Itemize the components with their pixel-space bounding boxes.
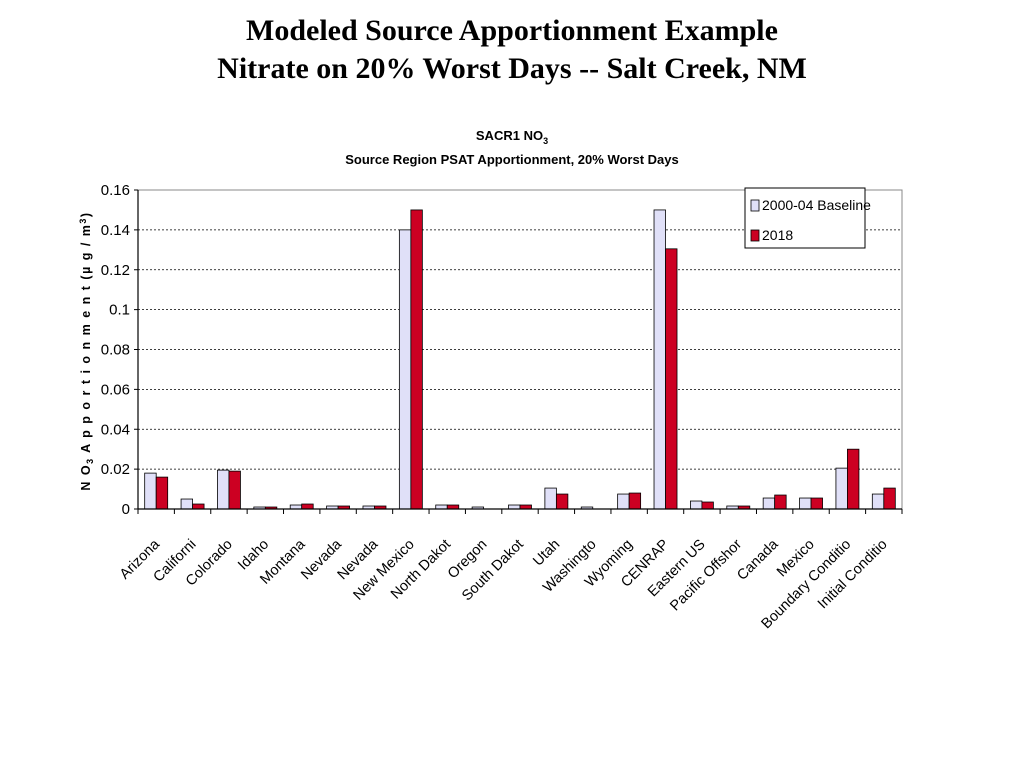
bar-2018 (555, 493, 569, 510)
y-axis-label: N O3 A p p o r t i o n m e n t (µ g / m3… (78, 211, 95, 490)
bar-baseline (871, 493, 885, 510)
bar-2018 (410, 209, 423, 510)
chart-title: SACR1 NO3 (476, 128, 548, 146)
bar-2018 (192, 503, 205, 510)
legend-swatch-baseline (750, 199, 760, 212)
bar-baseline (835, 467, 848, 510)
y-tick-label: 0.12 (101, 262, 130, 279)
bar-baseline (144, 472, 157, 510)
y-tick-label: 0.1 (109, 302, 130, 319)
legend-swatch-2018 (750, 229, 760, 242)
bars (144, 209, 896, 510)
bar-2018 (155, 476, 169, 510)
slide-title-line-1: Modeled Source Apportionment Example (246, 14, 778, 47)
bar-2018 (883, 487, 896, 510)
y-tick-labels: 0 0.02 0.04 0.06 0.08 0.1 0.12 0.14 0.16 (101, 182, 138, 518)
slide-title: Modeled Source Apportionment Example Nit… (0, 12, 1024, 88)
bar-baseline (799, 497, 812, 510)
y-tick-label: 0.16 (101, 182, 130, 199)
slide-title-line-2: Nitrate on 20% Worst Days -- Salt Creek,… (217, 52, 807, 85)
x-category-label: Canada (734, 536, 782, 584)
bar-2018 (701, 501, 714, 510)
y-tick-label: 0.06 (101, 381, 130, 398)
bar-2018 (665, 248, 678, 510)
bar-2018 (847, 448, 860, 510)
bar-baseline (653, 209, 666, 510)
legend-label-2018: 2018 (762, 227, 793, 243)
y-tick-label: 0.14 (101, 222, 130, 239)
y-tick-label: 0.02 (101, 461, 130, 478)
legend-label-baseline: 2000-04 Baseline (762, 197, 871, 213)
bar-2018 (228, 470, 241, 510)
y-tick-label: 0.04 (101, 421, 130, 438)
bar-baseline (617, 493, 630, 510)
y-tick-label: 0.08 (101, 342, 130, 359)
bar-baseline (690, 500, 703, 510)
bar-2018 (774, 494, 787, 510)
chart-subtitle: Source Region PSAT Apportionment, 20% Wo… (345, 152, 678, 167)
bar-2018 (301, 503, 314, 510)
y-tick-label: 0 (122, 501, 130, 518)
bar-baseline (398, 229, 412, 510)
bar-baseline (217, 469, 230, 510)
bar-baseline (544, 487, 557, 510)
bar-2018 (810, 497, 823, 510)
bar-2018 (628, 492, 642, 510)
bar-baseline (180, 498, 193, 510)
legend-box (744, 187, 866, 249)
legend: 2000-04 Baseline 2018 (744, 187, 871, 249)
bar-baseline (762, 497, 776, 510)
x-category-label: Utah (530, 537, 563, 570)
